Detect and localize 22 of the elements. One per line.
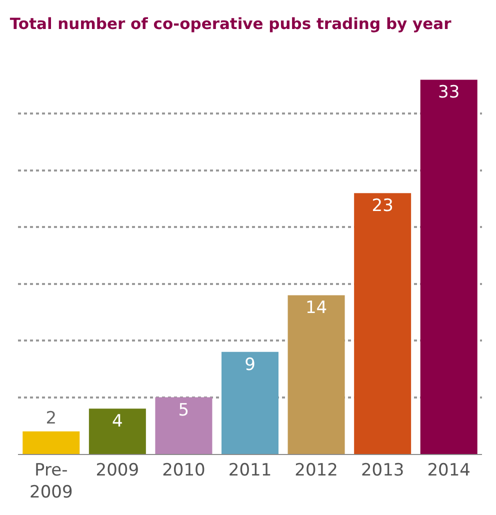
data-label: 23	[372, 196, 394, 216]
data-label: 9	[244, 354, 256, 375]
x-tick-label: 2013	[360, 460, 404, 480]
bar	[354, 193, 412, 454]
data-label: 5	[178, 400, 190, 420]
data-label: 33	[438, 82, 460, 103]
bar	[222, 352, 278, 454]
x-tick-label: Pre- 2009	[30, 460, 73, 502]
x-tick-label: 2010	[162, 460, 206, 480]
x-tick-label: 2011	[228, 460, 272, 480]
bar	[155, 397, 212, 454]
data-label: 4	[112, 412, 123, 432]
bar	[288, 295, 345, 454]
chart-title: Total number of co-operative pubs trading by year	[10, 14, 452, 33]
x-tick-label: 2012	[294, 460, 338, 480]
data-label: 2	[46, 408, 57, 428]
bar	[22, 431, 80, 454]
data-label: 14	[305, 298, 328, 318]
x-tick-label: 2009	[96, 460, 140, 480]
bar	[88, 408, 146, 454]
bar	[420, 80, 478, 454]
x-tick-label: 2014	[427, 460, 470, 480]
